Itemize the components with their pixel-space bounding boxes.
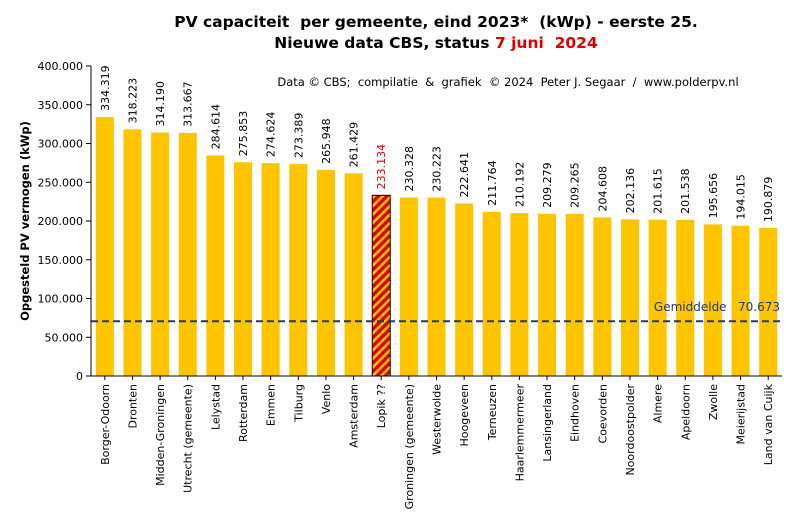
value-label: 314.190	[154, 81, 167, 127]
bar	[261, 163, 280, 376]
value-label: 261.429	[348, 122, 361, 168]
plot-area: 0 50.000 100.000 150.000 200.000 250.000 300.0…	[38, 60, 782, 509]
value-label: 209.279	[541, 162, 554, 208]
x-tick-label: Apeldoorn	[679, 384, 692, 440]
value-label: 201.615	[652, 168, 665, 214]
average-label: Gemiddelde 70.673	[654, 300, 780, 314]
x-tick-label: Westerwolde	[431, 384, 444, 455]
value-label: 209.265	[569, 162, 582, 208]
x-tick-label: Emmen	[265, 384, 278, 426]
bar	[538, 213, 557, 376]
x-tick-label: Haarlemmermeer	[513, 384, 526, 482]
bar	[427, 197, 446, 376]
bar-series	[95, 116, 778, 377]
bar	[703, 224, 722, 376]
chart-title-line2-date: 7 juni 2024	[495, 34, 598, 52]
x-tick-label: Land van Cuijk	[762, 383, 775, 465]
x-tick-label: Midden-Groningen	[154, 384, 167, 486]
bar	[399, 197, 418, 376]
y-tick-label: 150.000	[38, 254, 84, 267]
chart-title-line2-prefix: Nieuwe data CBS, status	[274, 34, 495, 52]
x-tick-label: Amsterdam	[348, 384, 361, 448]
y-axis-label: Opgesteld PV vermogen (kWp)	[18, 121, 32, 321]
bar	[455, 203, 474, 376]
bar	[676, 219, 695, 376]
x-tick-label: Venlo	[320, 384, 333, 414]
y-tick-label: 0	[76, 370, 83, 383]
bar	[648, 219, 667, 376]
bar	[95, 116, 114, 377]
bar	[206, 155, 225, 376]
value-label: 194.015	[735, 174, 748, 220]
value-label: 202.136	[624, 168, 637, 214]
x-tick-label: Lelystad	[209, 384, 222, 430]
value-labels: 334.319 318.223 314.190 313.667 284.614 275.8…	[99, 65, 775, 222]
x-tick-label: Tilburg	[292, 384, 305, 423]
value-label: 233.134	[375, 144, 388, 190]
y-tick-label: 250.000	[38, 176, 84, 189]
bar	[289, 164, 308, 376]
x-tick-label: Lansingerland	[541, 384, 554, 462]
bar	[344, 173, 363, 376]
x-tick-label: Eindhoven	[569, 384, 582, 442]
bar	[593, 217, 612, 376]
y-tick-label: 200.000	[38, 215, 84, 228]
y-tick-label: 100.000	[38, 293, 84, 306]
x-tick-label: Hoogeveen	[458, 384, 471, 447]
value-label: 201.538	[679, 168, 692, 214]
y-tick-label: 350.000	[38, 99, 84, 112]
value-label: 274.624	[265, 112, 278, 158]
value-label: 204.608	[596, 166, 609, 212]
y-tick-label: 50.000	[45, 331, 84, 344]
value-label: 230.223	[431, 146, 444, 192]
value-label: 190.879	[762, 177, 775, 223]
bar	[123, 129, 142, 376]
x-tick-label: Noordoostpolder	[624, 384, 637, 476]
bar	[371, 194, 391, 377]
x-tick-label: Terneuzen	[486, 384, 499, 441]
y-tick-label: 400.000	[38, 60, 84, 73]
value-label: 334.319	[99, 65, 112, 111]
x-tick-label: Borger-Odoorn	[99, 384, 112, 465]
bar	[178, 132, 197, 376]
value-label: 275.853	[237, 111, 250, 157]
bar	[316, 169, 335, 376]
chart-title-line1: PV capaciteit per gemeente, eind 2023* (…	[174, 13, 698, 31]
y-tick-label: 300.000	[38, 138, 84, 151]
bar	[565, 213, 584, 376]
value-label: 313.667	[182, 81, 195, 127]
copyright-annotation: Data © CBS; compilatie & grafiek © 2024 …	[277, 75, 738, 89]
x-tick-label: Groningen (gemeente)	[403, 384, 416, 509]
bar	[510, 213, 529, 376]
x-tick-label: Zwolle	[707, 384, 720, 420]
value-label: 195.656	[707, 173, 720, 219]
bar	[620, 219, 639, 376]
x-tick-label: Lopik ??	[375, 384, 388, 428]
x-tick-label: Dronten	[126, 384, 139, 429]
value-label: 265.948	[320, 118, 333, 164]
bar	[482, 211, 501, 376]
bar	[759, 228, 778, 376]
value-label: 222.641	[458, 152, 471, 198]
x-tick-label: Coevorden	[596, 384, 609, 443]
value-label: 211.764	[486, 160, 499, 206]
x-tick-label: Almere	[652, 384, 665, 423]
x-axis-labels: Borger-Odoorn Dronten Midden-Groningen Utre…	[99, 376, 775, 509]
value-label: 273.389	[292, 113, 305, 159]
bar	[731, 225, 750, 376]
value-label: 318.223	[126, 78, 139, 124]
chart-title-line2: Nieuwe data CBS, status 7 juni 2024	[274, 34, 598, 52]
value-label: 284.614	[209, 104, 222, 150]
bar	[234, 162, 253, 376]
x-tick-label: Utrecht (gemeente)	[182, 384, 195, 493]
y-axis: 0 50.000 100.000 150.000 200.000 250.000 300.0…	[38, 60, 91, 383]
x-tick-label: Meierijstad	[735, 384, 748, 444]
x-tick-label: Rotterdam	[237, 384, 250, 442]
value-label: 210.192	[513, 162, 526, 208]
value-label: 230.328	[403, 146, 416, 192]
bar	[151, 132, 170, 376]
